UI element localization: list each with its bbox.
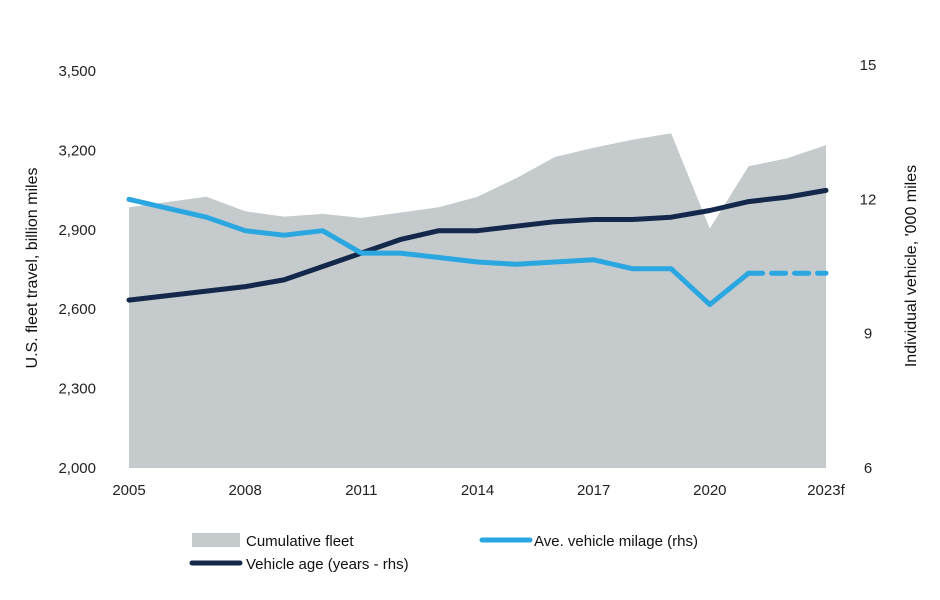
vehicle-age-line	[126, 187, 829, 303]
x-tick-label: 2011	[345, 482, 377, 499]
legend-label-cumulative-fleet: Cumulative fleet	[246, 533, 354, 550]
legend: Cumulative fleet Ave. vehicle milage (rh…	[189, 533, 698, 573]
right-y-tick-label: 9	[864, 326, 872, 343]
left-y-tick-label: 2,600	[58, 301, 96, 318]
legend-label-vehicle-age: Vehicle age (years - rhs)	[246, 556, 409, 573]
cumulative-fleet-area	[129, 133, 826, 468]
left-axis-title: U.S. fleet travel, billion miles	[24, 168, 41, 369]
right-y-tick-label: 15	[860, 57, 877, 74]
right-axis-title: Individual vehicle, '000 miles	[903, 165, 920, 367]
left-y-tick-label: 3,500	[58, 63, 96, 80]
x-tick-label: 2023f	[807, 482, 845, 499]
left-y-tick-label: 2,300	[58, 381, 96, 398]
x-tick-label: 2017	[577, 482, 610, 499]
plot-area	[126, 133, 829, 468]
x-tick-label: 2014	[461, 482, 494, 499]
vehicle-milage-line	[126, 196, 752, 308]
right-y-tick-label: 6	[864, 460, 872, 477]
legend-swatch-cumulative-fleet	[192, 533, 240, 547]
x-tick-label: 2008	[228, 482, 261, 499]
legend-item-cumulative-fleet: Cumulative fleet	[192, 533, 354, 550]
legend-label-vehicle-milage: Ave. vehicle milage (rhs)	[534, 533, 698, 550]
x-axis-tick-labels: 2005 2008 2011 2014 2017 2020 2023f	[112, 482, 845, 499]
legend-item-vehicle-age: Vehicle age (years - rhs)	[189, 556, 409, 573]
left-y-tick-label: 2,900	[58, 222, 96, 239]
left-y-tick-label: 3,200	[58, 142, 96, 159]
legend-item-vehicle-milage: Ave. vehicle milage (rhs)	[479, 533, 698, 550]
x-tick-label: 2020	[693, 482, 726, 499]
x-tick-label: 2005	[112, 482, 145, 499]
right-y-axis-tick-labels: 6 9 12 15	[860, 57, 877, 477]
right-y-tick-label: 12	[860, 191, 877, 208]
left-y-axis-tick-labels: 2,000 2,300 2,600 2,900 3,200 3,500	[58, 63, 96, 477]
left-y-tick-label: 2,000	[58, 460, 96, 477]
